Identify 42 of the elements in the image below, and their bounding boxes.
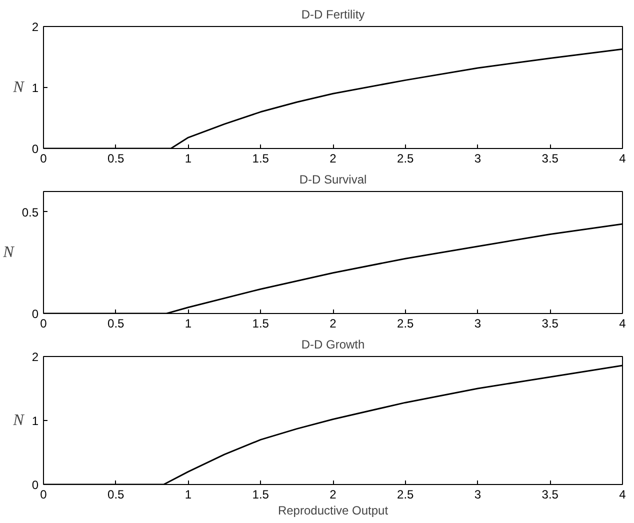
y-tick-label: 0.5 [22,205,39,220]
x-tick-label: 1 [184,316,192,330]
x-tick-label: 2.5 [397,316,414,330]
y-tick-label: 1 [32,81,39,95]
x-tick-label: 3 [474,152,482,166]
x-tick-label: 3 [474,316,482,330]
x-tick-label: 1.5 [252,488,270,502]
x-tick-label: 4 [619,316,626,330]
y-tick-label: 2 [32,350,39,364]
x-tick-label: 3.5 [542,152,559,166]
chart-title: D-D Survival [299,172,367,186]
x-tick-label: 0 [40,152,48,166]
x-tick-label: 2.5 [397,152,414,166]
x-tick-label: 1 [184,152,192,166]
y-axis-title: N [12,79,26,96]
x-tick-label: 1 [184,488,192,502]
y-tick-label: 0 [32,142,39,156]
x-tick-label: 2 [330,488,337,502]
x-tick-label: 0.5 [108,488,125,502]
x-tick-label: 2 [330,152,337,166]
x-tick-label: 4 [619,152,626,166]
y-tick-label: 1 [32,414,39,428]
x-tick-label: 0 [40,488,48,502]
x-tick-label: 1.5 [252,152,270,166]
chart-title: D-D Growth [301,338,365,352]
x-tick-label: 0 [40,316,48,330]
x-axis-title: Reproductive Output [278,504,389,518]
y-tick-label: 2 [32,20,39,34]
y-tick-label: 0 [32,478,39,492]
y-tick-label: 0 [32,307,39,321]
x-tick-label: 2.5 [397,488,414,502]
x-tick-label: 3 [474,488,482,502]
y-axis-title: N [12,412,26,429]
x-tick-label: 3.5 [542,488,559,502]
x-tick-label: 2 [330,316,337,330]
chart-title: D-D Fertility [301,8,365,22]
x-tick-label: 3.5 [542,316,559,330]
x-tick-label: 1.5 [252,316,270,330]
y-axis-title: N [2,244,16,261]
x-tick-label: 4 [619,488,626,502]
x-tick-label: 0.5 [108,152,125,166]
x-tick-label: 0.5 [108,316,125,330]
